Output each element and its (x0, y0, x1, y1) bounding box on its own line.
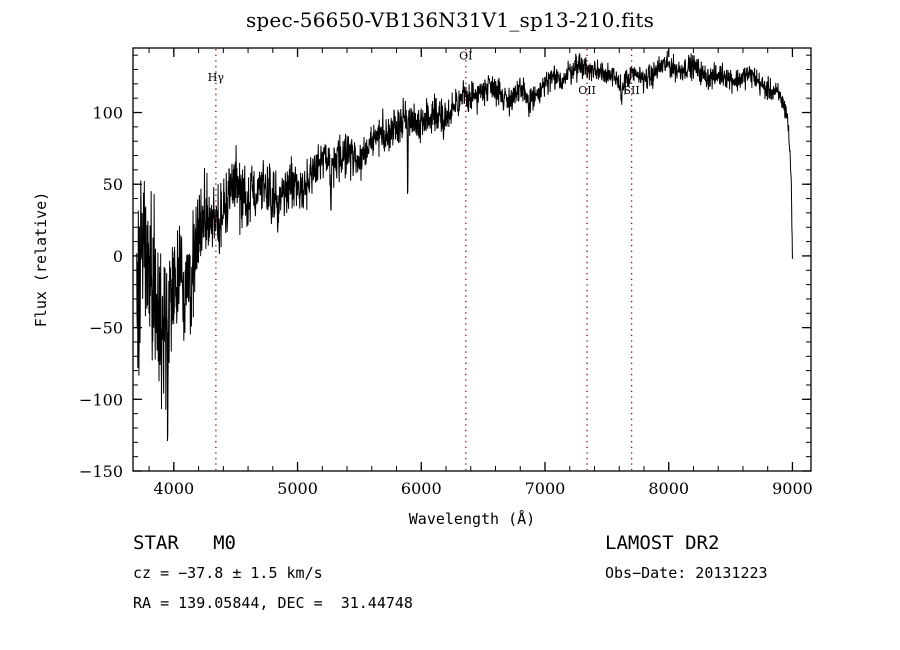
x-tick-label: 7000 (525, 479, 566, 498)
spectrum-trace (136, 50, 793, 442)
y-tick-label: −100 (79, 390, 123, 409)
coordinates-text: RA = 139.05844, DEC = 31.44748 (133, 594, 413, 612)
metadata-left-column: STAR M0 cz = −37.8 ± 1.5 km/s RA = 139.0… (133, 528, 563, 618)
x-tick-label: 5000 (277, 479, 318, 498)
x-tick-label: 8000 (648, 479, 689, 498)
y-axis-label: Flux (relative) (32, 192, 50, 327)
line-label-OI: OI (459, 49, 472, 62)
y-tick-label: −50 (89, 319, 123, 338)
object-class-text: STAR M0 (133, 532, 236, 554)
x-tick-label: 4000 (153, 479, 194, 498)
line-label-OII: OII (578, 84, 596, 97)
metadata-footer: STAR M0 cz = −37.8 ± 1.5 km/s RA = 139.0… (0, 528, 900, 650)
x-tick-label: 6000 (401, 479, 442, 498)
metadata-right-column: LAMOST DR2 Obs−Date: 20131223 (605, 528, 895, 588)
y-tick-label: 100 (92, 104, 123, 123)
line-label-Hgamma: Hγ (208, 71, 225, 84)
y-tick-label: −150 (79, 462, 123, 481)
x-axis-label: Wavelength (Å) (409, 509, 535, 528)
page-title: spec-56650-VB136N31V1_sp13-210.fits (245, 8, 655, 32)
x-tick-label: 9000 (772, 479, 813, 498)
observation-date-text: Obs−Date: 20131223 (605, 564, 768, 582)
y-tick-label: 50 (103, 175, 123, 194)
radial-velocity-text: cz = −37.8 ± 1.5 km/s (133, 564, 323, 582)
line-label-SII: SII (623, 84, 639, 97)
survey-name-text: LAMOST DR2 (605, 532, 720, 554)
plot-frame (132, 47, 812, 472)
y-tick-label: 0 (113, 247, 123, 266)
